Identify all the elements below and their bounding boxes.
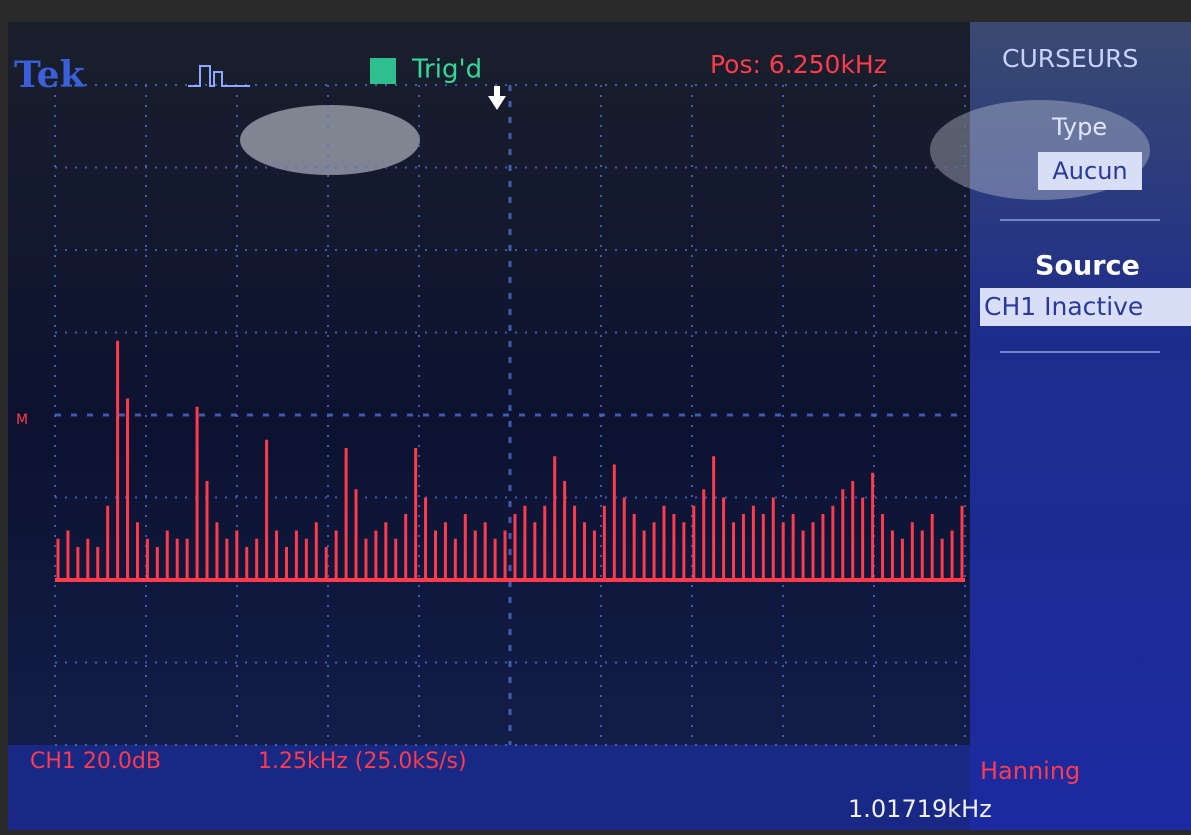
frequency-readout: 1.01719kHz (848, 795, 992, 823)
window-type: Hanning (980, 757, 1080, 785)
logo: Tek (14, 54, 86, 96)
source-label: Source (1035, 251, 1140, 282)
type-box[interactable] (1038, 152, 1142, 190)
menu-title: CURSEURS (1002, 44, 1138, 73)
frequency-span: 1.25kHz (25.0kS/s) (258, 749, 467, 774)
graticule (54, 84, 966, 746)
trigger-icon (370, 58, 396, 84)
spectrum-trace (55, 340, 965, 582)
glare (240, 105, 420, 175)
channel-scale: CH1 20.0dB (30, 749, 161, 774)
type-label: Type (1051, 113, 1107, 141)
trigger-status: Trig'd (411, 55, 482, 85)
reference-marker: M (16, 412, 28, 428)
acquisition-icon (188, 65, 250, 87)
source-box[interactable] (980, 288, 1191, 326)
source-value[interactable]: CH1 Inactive (984, 292, 1143, 321)
type-value[interactable]: Aucun (1052, 157, 1127, 185)
position-readout: Pos: 6.250kHz (710, 50, 887, 79)
status-bar (8, 745, 970, 830)
trigger-position-arrow (488, 86, 506, 110)
